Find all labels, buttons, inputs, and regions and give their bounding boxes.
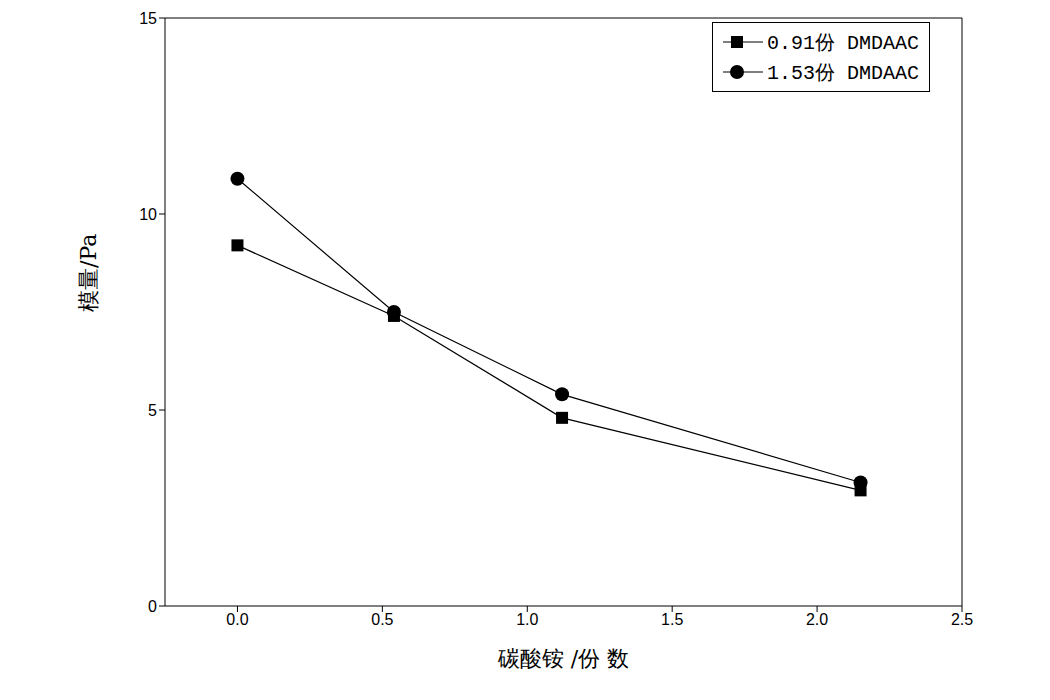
html-text:1.53份 DMDAAC: 1.53份 DMDAAC bbox=[767, 61, 919, 85]
svg-text:2.5: 2.5 bbox=[951, 611, 973, 628]
svg-text:15: 15 bbox=[139, 10, 157, 27]
svg-text:碳酸铵 /份 数: 碳酸铵 /份 数 bbox=[497, 646, 629, 671]
svg-text:1.5: 1.5 bbox=[661, 611, 683, 628]
svg-text:5: 5 bbox=[148, 402, 157, 419]
svg-text:1.0: 1.0 bbox=[516, 611, 538, 628]
svg-text:10: 10 bbox=[139, 206, 157, 223]
svg-text:0.5: 0.5 bbox=[371, 611, 393, 628]
html-text:0.91份 DMDAAC: 0.91份 DMDAAC bbox=[767, 31, 919, 55]
svg-text:2.0: 2.0 bbox=[806, 611, 828, 628]
svg-text:0.0: 0.0 bbox=[226, 611, 248, 628]
svg-text:0: 0 bbox=[148, 598, 157, 615]
svg-text:模量/Pa: 模量/Pa bbox=[76, 234, 101, 312]
